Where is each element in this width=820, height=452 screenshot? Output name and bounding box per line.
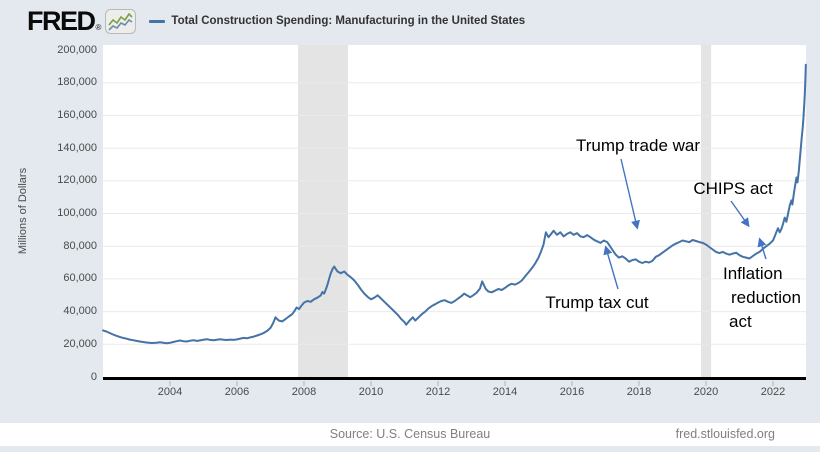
annotation-text-line: Inflation [723, 264, 783, 283]
registered-trademark: ® [95, 23, 102, 32]
fred-logo-text: FRED [27, 6, 96, 36]
annotation-arrow-icon [730, 200, 750, 228]
y-axis-tick-label: 100,000 [57, 207, 97, 219]
footer: Source: U.S. Census Bureau fred.stlouisf… [0, 423, 820, 446]
y-axis-tick-label: 60,000 [63, 272, 97, 285]
line-chart-icon [105, 8, 137, 34]
x-axis-tick-label: 2022 [760, 386, 786, 398]
x-axis-tick-label: 2016 [559, 386, 585, 398]
annotation-trump-trade-war: Trump trade war [576, 134, 700, 158]
source-text: Source: U.S. Census Bureau [329, 427, 491, 441]
y-axis-tick-label: 80,000 [63, 239, 97, 252]
y-axis-tick-label: 40,000 [63, 305, 97, 318]
x-axis-tick-label: 2012 [425, 386, 451, 398]
annotation-chips-act: CHIPS act [693, 177, 772, 201]
plot-background [103, 45, 806, 377]
x-axis-tick-label: 2008 [291, 386, 317, 398]
annotation-trump-tax-cut: Trump tax cut [545, 291, 648, 315]
x-axis-tick-label: 2020 [693, 386, 719, 398]
fred-site-link[interactable]: fred.stlouisfed.org [675, 427, 775, 441]
x-axis-tick-label: 2006 [224, 386, 250, 398]
x-axis-tick-label: 2018 [626, 386, 652, 398]
x-axis-tick-label: 2010 [358, 386, 384, 398]
annotation-arrow-icon [620, 158, 640, 230]
x-axis-tick-label: 2004 [157, 386, 183, 398]
annotation-arrow-icon [603, 245, 619, 290]
annotation-text-line: act [729, 312, 752, 331]
y-axis-tick-label: 200,000 [57, 43, 97, 56]
annotation-inflation-reduction-act: Inflation reduction act [723, 262, 801, 334]
x-axis-tick-label: 2014 [492, 386, 518, 398]
series-title: Total Construction Spending: Manufacturi… [171, 15, 526, 27]
y-axis-tick-label: 0 [90, 370, 97, 383]
legend-line-sample-icon [149, 19, 166, 23]
y-axis-tick-label: 20,000 [63, 337, 97, 350]
chart-header: FRED ® Total Construction Spending: Manu… [27, 7, 525, 35]
data-series-line [102, 63, 807, 345]
annotation-text-line: CHIPS act [693, 179, 773, 198]
annotation-text-line: Trump tax cut [545, 293, 649, 312]
y-axis-tick-label: 180,000 [57, 76, 97, 89]
recession-band [701, 45, 712, 377]
annotation-arrow-icon [757, 237, 767, 260]
annotation-text-line: Trump trade war [575, 136, 701, 155]
y-axis-tick-label: 120,000 [57, 174, 97, 187]
y-axis-tick-label: 140,000 [57, 141, 97, 154]
recession-band [298, 45, 348, 377]
series-legend: Total Construction Spending: Manufacturi… [149, 15, 525, 27]
fred-logo[interactable]: FRED ® [27, 6, 137, 36]
annotation-text-line: reduction [731, 288, 801, 307]
y-axis-tick-label: 160,000 [57, 108, 97, 121]
